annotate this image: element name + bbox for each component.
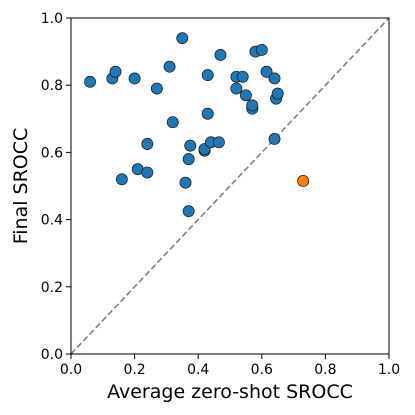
data-point — [182, 153, 195, 166]
y-ticks: 0.0 0.2 0.4 0.6 0.8 1.0 — [41, 11, 71, 363]
data-point — [184, 139, 197, 152]
x-axis-label: Average zero-shot SROCC — [107, 381, 353, 403]
y-tick-label: 0.0 — [41, 347, 63, 363]
x-tick-label: 0.6 — [251, 362, 273, 378]
data-point — [115, 173, 128, 186]
data-point — [141, 138, 154, 150]
data-point — [236, 70, 249, 83]
data-point — [176, 32, 189, 45]
x-tick-label: 0.2 — [123, 362, 145, 378]
data-point — [166, 116, 179, 129]
y-tick-label: 1.0 — [41, 11, 63, 27]
data-point — [268, 133, 281, 145]
data-point — [182, 205, 195, 218]
data-point — [255, 43, 268, 56]
y-axis-label: Final SROCC — [10, 128, 32, 245]
data-point — [201, 107, 214, 120]
reference-line-layer — [70, 17, 390, 355]
y-tick-label: 0.6 — [41, 145, 63, 161]
x-tick-label: 0.4 — [187, 362, 209, 378]
data-point — [271, 87, 284, 100]
data-point — [214, 49, 227, 61]
data-point — [201, 69, 214, 82]
data-point — [84, 75, 97, 88]
data-point — [163, 60, 176, 73]
data-point — [230, 82, 243, 95]
data-point — [268, 72, 281, 85]
y-tick-label: 0.2 — [41, 280, 63, 296]
points-layer — [84, 32, 310, 218]
data-point — [260, 65, 273, 78]
identity-reference-line — [70, 17, 390, 355]
y-tick-label: 0.4 — [41, 213, 63, 229]
x-ticks: 0.0 0.2 0.4 0.6 0.8 1.0 — [60, 354, 400, 378]
y-tick-label: 0.8 — [41, 78, 63, 94]
x-tick-label: 1.0 — [378, 362, 400, 378]
plot-frame — [70, 17, 390, 355]
data-point — [128, 72, 141, 85]
data-point — [246, 99, 259, 112]
data-point — [109, 65, 122, 78]
data-point — [150, 82, 163, 95]
data-point — [239, 89, 252, 102]
data-point — [212, 136, 225, 149]
data-point — [297, 175, 310, 187]
x-tick-label: 0.8 — [314, 362, 336, 378]
data-point — [179, 176, 192, 189]
x-tick-label: 0.0 — [60, 362, 82, 378]
data-point — [141, 166, 154, 179]
